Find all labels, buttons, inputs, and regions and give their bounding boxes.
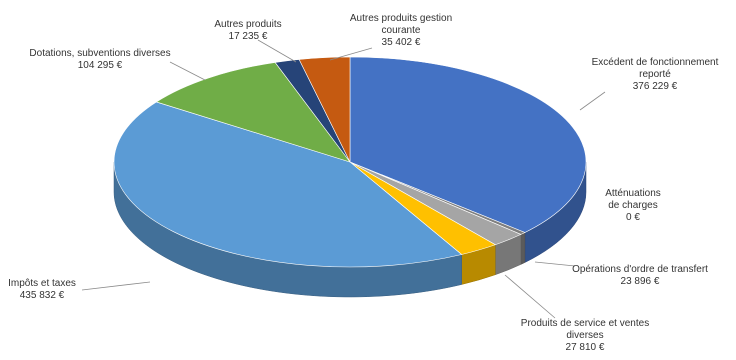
leader-line-autres-produits <box>257 39 297 63</box>
pie-slice-autres-produits-gestion-courante <box>298 56 351 163</box>
pie-slice-excedent-de-fonctionnement-reporte <box>349 56 587 233</box>
slice-label-autres-produits-gestion-courante: Autres produits gestion courante 35 402 € <box>350 13 452 48</box>
slice-label-excedent-de-fonctionnement-reporte: Excédent de fonctionnement reporté 376 229… <box>592 57 719 92</box>
leader-line-autres-produits-gestion-courante <box>329 47 373 61</box>
pie-side-attenuations-de-charges <box>520 232 526 265</box>
pie-top-layer <box>113 56 587 268</box>
pie-slice-dotations-subventions-diverses <box>155 62 351 163</box>
leader-line-operations-d-ordre-de-transfert <box>534 261 576 267</box>
leader-line-dotations-subventions-diverses <box>169 61 206 81</box>
slice-label-impots-et-taxes: Impôts et taxes 435 832 € <box>8 278 76 301</box>
leader-line-excedent-de-fonctionnement-reporte <box>579 91 606 111</box>
leader-line-impots-et-taxes <box>81 281 151 291</box>
slice-label-attenuations-de-charges: Atténuations de charges 0 € <box>605 188 661 223</box>
slice-label-operations-d-ordre-de-transfert: Opérations d'ordre de transfert 23 896 € <box>572 264 708 287</box>
leader-line-layer <box>81 39 606 319</box>
slice-label-autres-produits: Autres produits 17 235 € <box>214 19 281 42</box>
slice-label-produits-de-service-et-ventes-diverses: Produits de service et ventes diverses 27 … <box>521 318 649 353</box>
slice-label-dotations-subventions-diverses: Dotations, subventions diverses 104 295 € <box>29 48 170 71</box>
slice-label-layer: Excédent de fonctionnement reporté 376 229… <box>8 13 718 353</box>
pie-slice-impots-et-taxes <box>113 101 463 268</box>
leader-line-produits-de-service-et-ventes-diverses <box>504 274 556 319</box>
